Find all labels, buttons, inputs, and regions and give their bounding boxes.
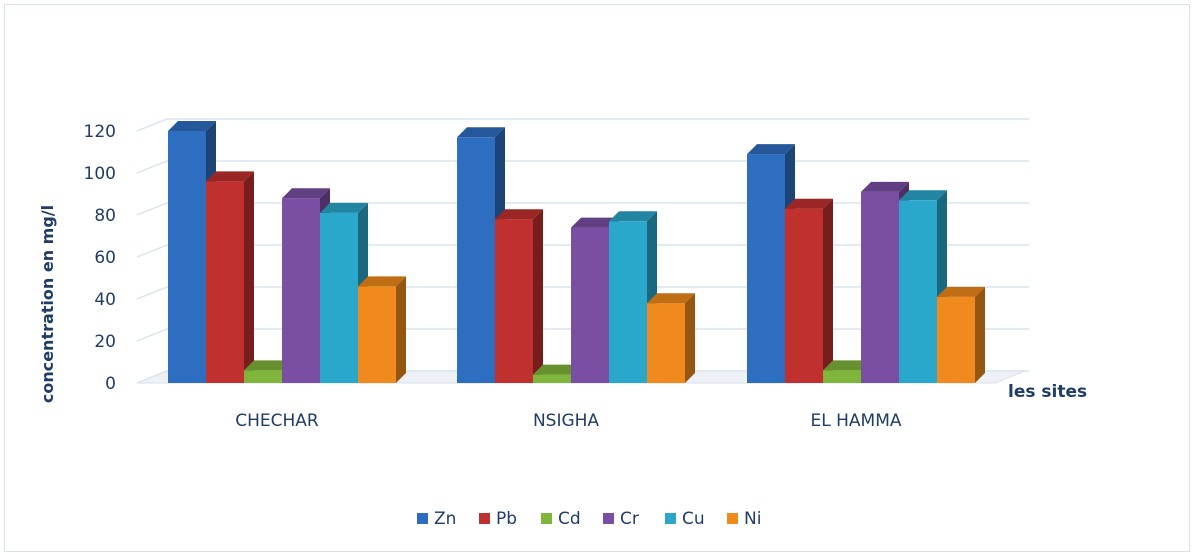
bar-front — [358, 286, 396, 383]
bar-top — [282, 188, 330, 199]
bar-top — [823, 360, 871, 371]
legend-item-zn: Zn — [417, 509, 456, 529]
legend-item-pb: Pb — [479, 509, 517, 529]
bar-front — [899, 200, 937, 383]
bar-cu-chechar — [320, 202, 368, 383]
legend-swatch — [603, 513, 614, 524]
x-category-label: EL HAMMA — [811, 411, 902, 431]
bar-front — [823, 370, 861, 383]
bar-ni-nsigha — [647, 293, 695, 383]
legend-swatch — [541, 513, 552, 524]
bar-top — [457, 127, 505, 138]
y-axis-ticks: 0 20 40 60 80 100 120 — [84, 122, 116, 394]
legend-item-cd: Cd — [541, 509, 581, 529]
x-axis-label: les sites — [1008, 382, 1087, 402]
legend-label: Cd — [558, 509, 581, 529]
gridline — [136, 370, 1029, 384]
y-tick-label: 20 — [94, 332, 116, 352]
x-axis-categories: CHECHAR NSIGHA EL HAMMA — [235, 411, 902, 431]
gridline — [136, 286, 1029, 300]
y-tick-label: 120 — [84, 122, 116, 142]
legend-swatch — [727, 513, 738, 524]
bar-side — [533, 209, 543, 383]
legend-item-ni: Ni — [727, 509, 761, 529]
bar-side — [975, 286, 985, 383]
bar-front — [647, 303, 685, 383]
bar-top — [609, 211, 657, 222]
bar-top — [206, 171, 254, 182]
legend-swatch — [417, 513, 428, 524]
legend-item-cu: Cu — [665, 509, 705, 529]
x-category-label: CHECHAR — [235, 411, 319, 431]
bar-top — [244, 360, 292, 371]
legend-label: Cu — [682, 509, 705, 529]
gridline — [136, 160, 1029, 174]
legend-label: Zn — [434, 509, 456, 529]
legend-label: Cr — [620, 509, 639, 529]
bar-side — [244, 171, 254, 383]
legend-swatch — [479, 513, 490, 524]
bar-front — [244, 370, 282, 383]
bar-top — [168, 121, 216, 131]
bar-front — [320, 212, 358, 383]
bar-front — [457, 137, 495, 383]
y-tick-label: 80 — [94, 206, 116, 226]
bar-top — [495, 209, 543, 220]
legend: Zn Pb Cd Cr Cu Ni — [417, 509, 761, 529]
bar-front — [206, 181, 244, 383]
bars — [168, 121, 985, 383]
bar-top — [533, 364, 581, 375]
bar-front — [861, 191, 899, 383]
x-category-label: NSIGHA — [533, 411, 599, 431]
legend-item-cr: Cr — [603, 509, 639, 529]
bar-front — [571, 227, 609, 383]
bar-ni-chechar — [358, 276, 406, 383]
y-axis-label: concentration en mg/l — [38, 205, 57, 403]
gridline — [136, 202, 1029, 216]
gridline — [136, 244, 1029, 258]
bar-front — [533, 374, 571, 383]
bar-front — [747, 154, 785, 383]
bar-front — [609, 221, 647, 383]
legend-swatch — [665, 513, 676, 524]
y-tick-label: 60 — [94, 248, 116, 268]
bar-top — [320, 202, 368, 213]
bar-top — [937, 286, 985, 297]
bar-pb-nsigha — [495, 209, 543, 383]
y-tick-label: 100 — [84, 164, 116, 184]
bar-pb-el-hamma — [785, 198, 833, 383]
bar-side — [823, 198, 833, 383]
gridline — [136, 118, 1029, 132]
gridline — [136, 328, 1029, 342]
gridlines — [136, 118, 1029, 384]
bar-front — [937, 296, 975, 383]
y-tick-label: 40 — [94, 290, 116, 310]
bar-top — [358, 276, 406, 287]
bar-front — [785, 208, 823, 383]
bar-ni-el-hamma — [937, 286, 985, 383]
bar-top — [899, 190, 947, 201]
bar-side — [396, 276, 406, 383]
bar-side — [685, 293, 695, 383]
bar-top — [747, 144, 795, 155]
y-tick-label: 0 — [105, 374, 116, 394]
bar-top — [785, 198, 833, 209]
chart-frame — [4, 4, 1190, 552]
bar-front — [168, 131, 206, 383]
legend-label: Pb — [496, 509, 517, 529]
bar-front — [495, 219, 533, 383]
legend-label: Ni — [744, 509, 761, 529]
bar-pb-chechar — [206, 171, 254, 383]
bar-top — [571, 217, 619, 228]
bar-top — [861, 181, 909, 192]
bar-front — [282, 198, 320, 383]
bar-top — [647, 293, 695, 304]
